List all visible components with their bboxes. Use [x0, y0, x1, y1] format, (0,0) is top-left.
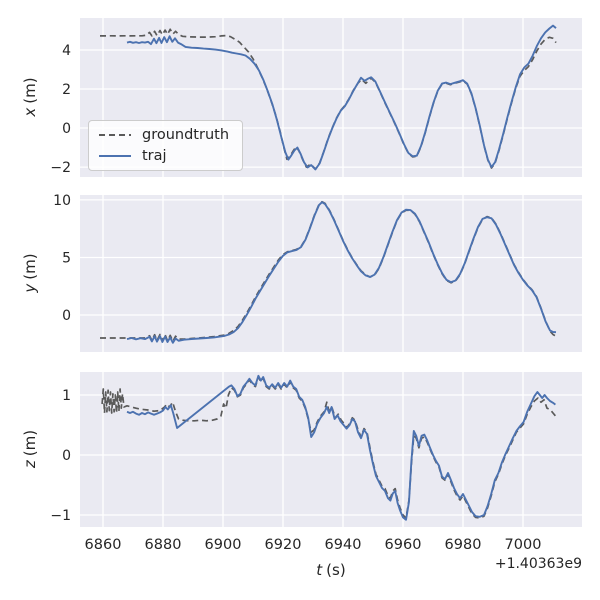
xtick-label: 6960 — [385, 537, 422, 553]
ytick-label-x: 2 — [62, 82, 71, 98]
ytick-label-z: 0 — [62, 448, 71, 464]
ytick-label-y: 5 — [62, 251, 71, 267]
axes-background-y — [80, 195, 582, 352]
axes-background-z — [80, 372, 582, 527]
ytick-label-z: 1 — [62, 388, 71, 404]
ytick-label-y: 10 — [53, 193, 71, 209]
legend-label-groundtruth: groundtruth — [142, 127, 230, 143]
xtick-label: 6880 — [145, 537, 182, 553]
xtick-label: 6860 — [85, 537, 122, 553]
legend-item-traj: traj — [98, 147, 229, 165]
solid-line-sample — [99, 155, 131, 157]
xlabel-letter: t — [316, 561, 323, 579]
xtick-label: 6940 — [325, 537, 362, 553]
xtick-label: 6900 — [205, 537, 242, 553]
legend-item-groundtruth: groundtruth — [98, 126, 229, 144]
ylabel-z-unit: (m) — [21, 429, 39, 457]
xtick-label: 6980 — [445, 537, 482, 553]
ytick-label-x: 4 — [62, 43, 71, 59]
ylabel-z: z (m) — [21, 430, 39, 468]
ylabel-x-letter: x — [21, 107, 39, 117]
ylabel-x: x (m) — [21, 77, 39, 116]
ylabel-x-unit: (m) — [21, 77, 39, 104]
ylabel-y-unit: (m) — [21, 253, 39, 280]
xtick-label: 6920 — [265, 537, 302, 553]
line-traj-z — [126, 374, 556, 521]
dashed-line-sample — [99, 134, 131, 136]
subplot-z: 1 0 −1 — [50, 372, 582, 527]
xlabel-unit: (s) — [326, 561, 346, 579]
xtick-label: 7000 — [505, 537, 542, 553]
legend: groundtruth traj — [88, 120, 244, 171]
xlabel: t (s) — [316, 561, 345, 579]
line-traj-y — [126, 201, 557, 344]
ylabel-y-letter: y — [21, 283, 39, 293]
subplot-y: 10 5 0 — [53, 193, 582, 352]
ytick-label-y: 0 — [62, 308, 71, 324]
line-traj-x — [126, 24, 557, 171]
axis-offset-text: +1.40363e9 — [494, 556, 582, 572]
ytick-label-z: −1 — [50, 508, 71, 524]
legend-label-traj: traj — [142, 148, 167, 164]
ylabel-y: y (m) — [21, 253, 39, 292]
ytick-label-x: −2 — [50, 160, 71, 176]
ylabel-z-letter: z — [21, 460, 39, 469]
ytick-label-x: 0 — [62, 121, 71, 137]
